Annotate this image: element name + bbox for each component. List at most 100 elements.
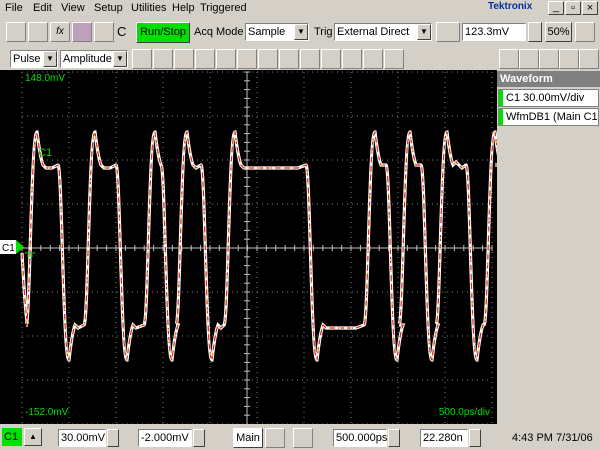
position-value: 22.280n [423, 432, 463, 444]
measure-toolbar: Pulse ▼ Amplitude ▼ [0, 48, 497, 70]
dropdown-arrow: ▼ [113, 51, 127, 67]
brand-logo: Tektronix [488, 1, 533, 12]
help-button[interactable] [575, 22, 595, 42]
panel-tab[interactable] [499, 49, 519, 69]
dropdown-arrow: ▼ [294, 24, 308, 40]
measure-button[interactable] [132, 49, 152, 69]
menu-item[interactable]: View [61, 2, 85, 14]
measure-button[interactable] [237, 49, 257, 69]
display-background [0, 70, 497, 424]
trig-label: Trig [314, 26, 333, 38]
acq-mode-label: Acq Mode [194, 26, 244, 38]
measure-button[interactable] [321, 49, 341, 69]
measure-param-value: Amplitude [63, 53, 112, 65]
side-panel: Waveform C1 30.00mV/div WfmDB1 (Main C1 [497, 48, 600, 424]
graticule [21, 71, 493, 424]
hscale-field[interactable]: 500.000ps [333, 429, 387, 447]
waveform-display: 148.0mV -152.0mV 500.0ps/div C1 C1 [0, 70, 497, 424]
minimize-button[interactable]: _ [548, 1, 564, 15]
spin-button[interactable] [388, 429, 400, 447]
menu-item[interactable]: Setup [94, 2, 123, 14]
waveform-overlay [21, 131, 497, 361]
channel-swatch [499, 90, 503, 106]
measure-button[interactable] [258, 49, 278, 69]
measure-button[interactable] [279, 49, 299, 69]
math-button[interactable]: fx [50, 22, 70, 42]
zoom-button[interactable] [293, 428, 313, 448]
measure-button[interactable] [300, 49, 320, 69]
top-label: 148.0mV [25, 73, 65, 84]
measure-button[interactable] [342, 49, 362, 69]
panel-tab[interactable] [559, 49, 579, 69]
channel-indicator[interactable]: C1 [2, 428, 22, 446]
menu-item[interactable]: Help [172, 2, 195, 14]
panel-tab[interactable] [579, 49, 599, 69]
ground-symbol [25, 252, 35, 260]
channel-arrow[interactable]: ▲ [24, 428, 42, 446]
measure-button[interactable] [363, 49, 383, 69]
measure-button[interactable] [195, 49, 215, 69]
acq-mode-value: Sample [248, 26, 286, 38]
menu-item[interactable]: File [5, 2, 23, 14]
channel-text: C1 [4, 431, 19, 443]
run-stop-button[interactable]: Run/Stop [136, 22, 190, 43]
bottom-label: -152.0mV [25, 407, 69, 418]
timebase-button[interactable]: Main [233, 428, 263, 448]
close-button[interactable]: × [582, 1, 598, 15]
display-button[interactable] [72, 22, 92, 42]
panel-item-text: WfmDB1 (Main C1 [506, 111, 598, 123]
trig-level-value: 123.3mV [465, 26, 510, 38]
panel-title: Waveform [497, 71, 600, 87]
channel-button[interactable]: C [117, 24, 127, 39]
restore-button[interactable]: ▫ [565, 1, 581, 15]
trigger-button[interactable] [94, 22, 114, 42]
panel-item[interactable]: WfmDB1 (Main C1 [498, 108, 599, 126]
hscale-value: 500.000ps [336, 432, 388, 444]
trig-level-field[interactable]: 123.3mV [462, 23, 526, 41]
panel-tab[interactable] [519, 49, 539, 69]
spin-button[interactable] [107, 429, 119, 447]
dropdown-arrow: ▼ [43, 51, 57, 67]
acq-mode-select[interactable]: Sample ▼ [245, 23, 309, 41]
print-button[interactable] [6, 22, 26, 42]
offset-value: -2.000mV [141, 432, 189, 444]
spin-button[interactable] [469, 429, 481, 447]
panel-tab[interactable] [539, 49, 559, 69]
measure-param-select[interactable]: Amplitude ▼ [60, 50, 128, 68]
measure-button[interactable] [153, 49, 173, 69]
spin-button[interactable] [193, 429, 205, 447]
measure-button[interactable] [174, 49, 194, 69]
menu-item[interactable]: Utilities [131, 2, 167, 14]
trig-source-value: External Direct [337, 26, 410, 38]
setup-button[interactable] [28, 22, 48, 42]
vscale-value: 30.00mV [61, 432, 106, 444]
trig-slope-button[interactable] [436, 22, 460, 42]
marker-label: C1 [2, 243, 15, 254]
offset-field[interactable]: -2.000mV [138, 429, 192, 447]
measure-type-value: Pulse [13, 53, 41, 65]
channel-swatch [499, 109, 503, 125]
measure-button[interactable] [384, 49, 404, 69]
marker-box[interactable] [0, 240, 16, 254]
menu-item[interactable]: Edit [33, 2, 52, 14]
dropdown-arrow: ▼ [417, 24, 431, 40]
measure-type-select[interactable]: Pulse ▼ [10, 50, 58, 68]
trig-50-button[interactable]: 50% [545, 22, 572, 42]
status-text: Triggered [200, 2, 247, 14]
timebase-label: 500.0ps/div [439, 407, 490, 418]
clock: 4:43 PM 7/31/06 [512, 432, 593, 444]
spin-button[interactable] [528, 22, 542, 42]
marker-arrow [16, 240, 24, 254]
vscale-field[interactable]: 30.00mV [58, 429, 106, 447]
position-field[interactable]: 22.280n [420, 429, 468, 447]
panel-item[interactable]: C1 30.00mV/div [498, 89, 599, 107]
zoom-button[interactable] [265, 428, 285, 448]
panel-item-text: C1 30.00mV/div [506, 92, 585, 104]
trig-source-select[interactable]: External Direct ▼ [334, 23, 432, 41]
menu-bar: File Edit View Setup Utilities Help Trig… [0, 0, 600, 17]
bottom-bar: C1 ▲ 30.00mV -2.000mV Main 500.000ps 22.… [0, 424, 600, 450]
measure-button[interactable] [216, 49, 236, 69]
toolbar: fx C Run/Stop Acq Mode Sample ▼ Trig Exte… [0, 19, 600, 46]
waveform-label: C1 [38, 147, 52, 159]
